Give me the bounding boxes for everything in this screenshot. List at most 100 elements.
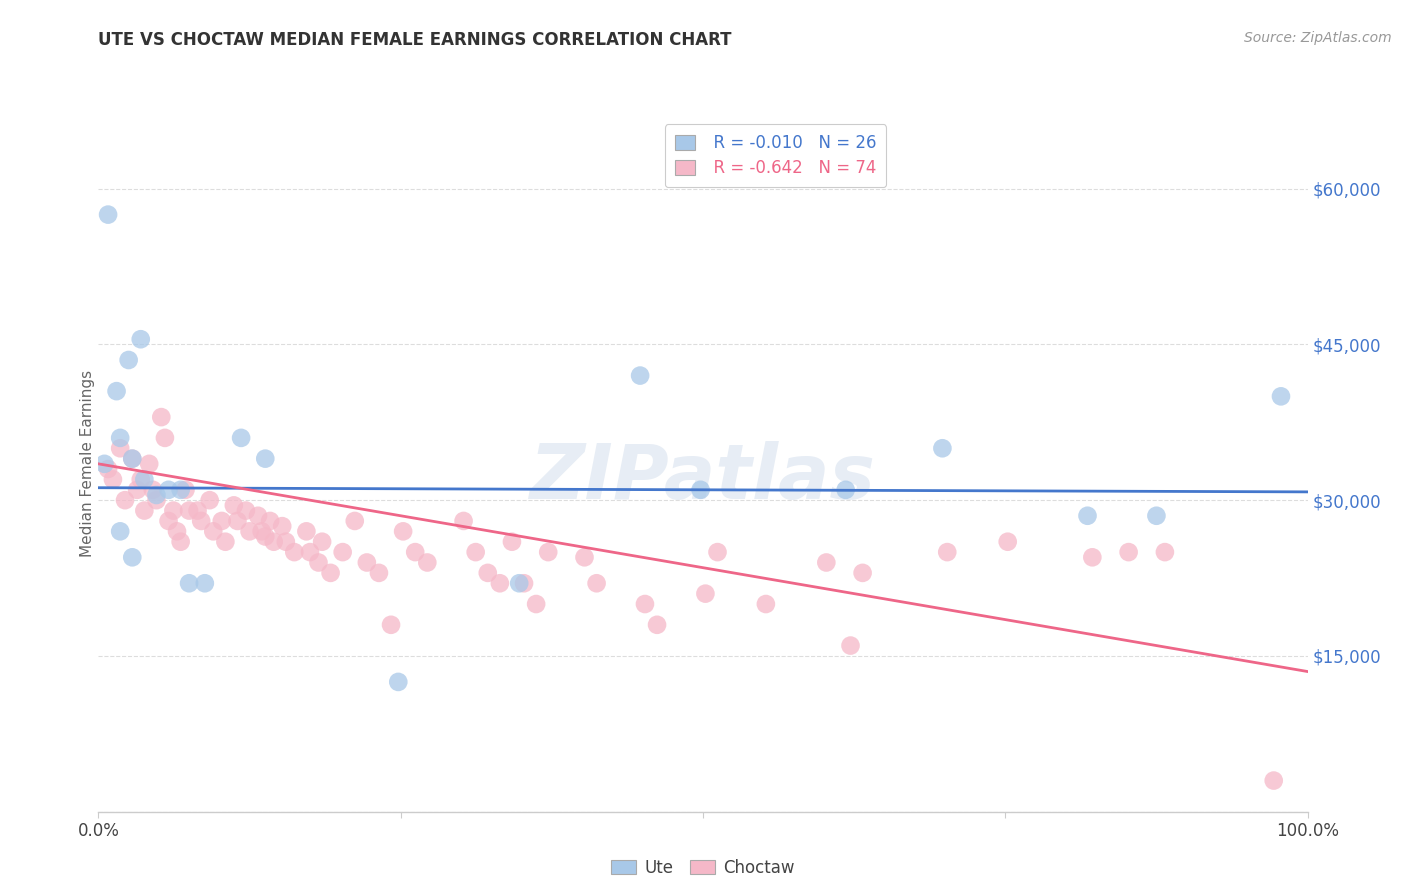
Point xyxy=(508,576,530,591)
Point xyxy=(239,524,262,539)
Point xyxy=(108,431,131,445)
Point xyxy=(121,550,143,565)
Y-axis label: Median Female Earnings: Median Female Earnings xyxy=(80,370,94,558)
Point xyxy=(332,545,354,559)
Point xyxy=(311,534,333,549)
Point xyxy=(834,483,856,497)
Point xyxy=(254,529,277,543)
Point xyxy=(114,493,136,508)
Point xyxy=(97,208,120,222)
Point xyxy=(368,566,391,580)
Point xyxy=(263,534,285,549)
Point xyxy=(501,534,523,549)
Point xyxy=(695,587,717,601)
Point xyxy=(1263,773,1285,788)
Text: Source: ZipAtlas.com: Source: ZipAtlas.com xyxy=(1244,31,1392,45)
Point xyxy=(229,431,252,445)
Point xyxy=(169,483,191,497)
Legend: Ute, Choctaw: Ute, Choctaw xyxy=(605,852,801,883)
Point xyxy=(574,550,596,565)
Point xyxy=(1118,545,1140,559)
Point xyxy=(387,674,409,689)
Point xyxy=(689,483,711,497)
Point xyxy=(129,332,152,346)
Point xyxy=(162,503,184,517)
Point xyxy=(931,442,953,456)
Point xyxy=(157,483,180,497)
Point xyxy=(380,617,402,632)
Point xyxy=(105,384,128,399)
Point xyxy=(254,451,277,466)
Point xyxy=(142,483,165,497)
Point xyxy=(489,576,512,591)
Point xyxy=(222,499,245,513)
Point xyxy=(524,597,547,611)
Point xyxy=(453,514,475,528)
Point xyxy=(129,472,152,486)
Point xyxy=(190,514,212,528)
Text: UTE VS CHOCTAW MEDIAN FEMALE EARNINGS CORRELATION CHART: UTE VS CHOCTAW MEDIAN FEMALE EARNINGS CO… xyxy=(98,31,733,49)
Point xyxy=(585,576,607,591)
Point xyxy=(283,545,305,559)
Point xyxy=(537,545,560,559)
Point xyxy=(513,576,536,591)
Text: ZIPatlas: ZIPatlas xyxy=(530,441,876,515)
Point xyxy=(706,545,728,559)
Point xyxy=(121,451,143,466)
Point xyxy=(177,576,201,591)
Point xyxy=(416,556,439,570)
Point xyxy=(250,524,273,539)
Point xyxy=(153,431,176,445)
Point xyxy=(108,524,131,539)
Point xyxy=(815,556,838,570)
Point xyxy=(166,524,188,539)
Point xyxy=(755,597,778,611)
Point xyxy=(1154,545,1177,559)
Point xyxy=(226,514,249,528)
Point xyxy=(202,524,225,539)
Point xyxy=(93,457,115,471)
Point xyxy=(319,566,342,580)
Point xyxy=(187,503,209,517)
Point xyxy=(628,368,651,383)
Point xyxy=(169,534,191,549)
Point xyxy=(145,488,167,502)
Point xyxy=(118,353,141,368)
Point xyxy=(177,503,201,517)
Point xyxy=(97,462,120,476)
Point xyxy=(997,534,1019,549)
Point xyxy=(108,442,131,456)
Point xyxy=(839,639,862,653)
Point xyxy=(295,524,318,539)
Point xyxy=(404,545,426,559)
Point xyxy=(1144,508,1167,523)
Point xyxy=(936,545,959,559)
Point xyxy=(274,534,297,549)
Point xyxy=(464,545,486,559)
Point xyxy=(343,514,366,528)
Point xyxy=(1270,389,1292,403)
Point xyxy=(138,457,160,471)
Point xyxy=(127,483,149,497)
Point xyxy=(298,545,321,559)
Point xyxy=(477,566,499,580)
Point xyxy=(247,508,270,523)
Point xyxy=(235,503,257,517)
Point xyxy=(134,472,156,486)
Point xyxy=(259,514,281,528)
Point xyxy=(157,514,180,528)
Point xyxy=(134,503,156,517)
Point xyxy=(356,556,378,570)
Point xyxy=(1081,550,1104,565)
Point xyxy=(101,472,124,486)
Point xyxy=(852,566,875,580)
Point xyxy=(214,534,236,549)
Point xyxy=(145,493,167,508)
Point xyxy=(271,519,294,533)
Point xyxy=(211,514,233,528)
Point xyxy=(645,617,668,632)
Point xyxy=(174,483,197,497)
Point xyxy=(150,410,173,425)
Point xyxy=(1076,508,1098,523)
Point xyxy=(198,493,221,508)
